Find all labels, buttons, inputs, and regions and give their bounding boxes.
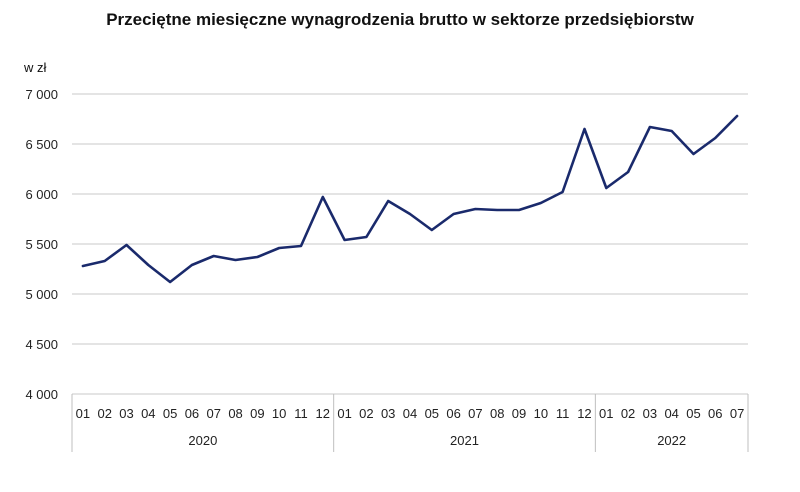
x-tick-label: 05 [686,406,700,421]
x-tick-label: 03 [119,406,133,421]
year-label: 2020 [188,433,217,448]
y-tick-label: 4 000 [25,387,58,402]
x-tick-label: 12 [316,406,330,421]
x-tick-label: 06 [446,406,460,421]
y-tick-label: 7 000 [25,87,58,102]
x-tick-label: 04 [141,406,155,421]
x-tick-label: 02 [359,406,373,421]
y-tick-label: 6 500 [25,137,58,152]
x-tick-label: 02 [97,406,111,421]
x-tick-label: 09 [512,406,526,421]
x-tick-label: 03 [643,406,657,421]
x-tick-label: 11 [556,406,570,421]
x-tick-label: 02 [621,406,635,421]
x-tick-label: 01 [337,406,351,421]
x-tick-label: 05 [163,406,177,421]
year-label: 2021 [450,433,479,448]
x-tick-label: 10 [534,406,548,421]
year-label: 2022 [657,433,686,448]
x-tick-label: 04 [403,406,417,421]
x-tick-label: 04 [664,406,678,421]
series-line [81,114,739,284]
x-tick-label: 09 [250,406,264,421]
x-tick-label: 10 [272,406,286,421]
chart-title: Przeciętne miesięczne wynagrodzenia brut… [106,10,694,29]
y-tick-label: 5 500 [25,237,58,252]
x-tick-label: 06 [185,406,199,421]
x-tick-label: 03 [381,406,395,421]
y-tick-label: 5 000 [25,287,58,302]
x-tick-label: 07 [207,406,221,421]
y-axis-unit-label: w zł [24,60,47,75]
x-tick-label: 07 [730,406,744,421]
x-tick-label: 12 [577,406,591,421]
x-tick-label: 08 [228,406,242,421]
x-tick-label: 08 [490,406,504,421]
x-tick-label: 05 [425,406,439,421]
y-tick-label: 6 000 [25,187,58,202]
x-tick-label: 06 [708,406,722,421]
x-tick-label: 01 [76,406,90,421]
y-tick-label: 4 500 [25,337,58,352]
x-tick-label: 07 [468,406,482,421]
x-tick-label: 01 [599,406,613,421]
x-tick-label: 11 [294,406,308,421]
